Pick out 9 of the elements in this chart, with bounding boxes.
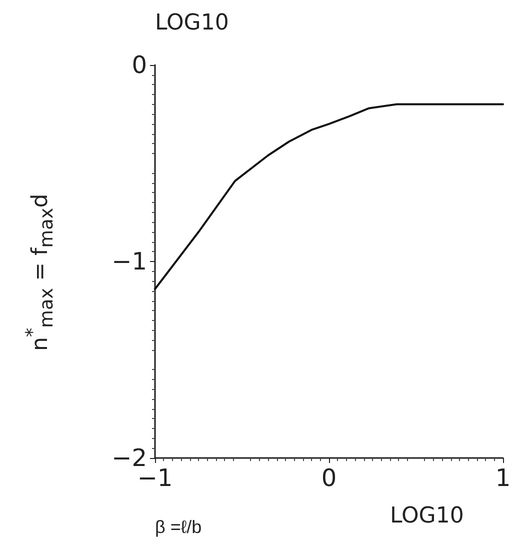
x-axis-title: β =ℓ/b <box>155 517 202 537</box>
text: LOG10 <box>390 504 464 528</box>
y-tick-label: −1 <box>112 248 147 276</box>
text: LOG10 <box>155 10 229 36</box>
x-tick-label: 0 <box>321 464 337 492</box>
line-series <box>154 103 504 290</box>
y-tick-label: 0 <box>132 51 147 79</box>
x-tick-label: 1 <box>495 464 511 492</box>
y-tick-label: −2 <box>112 444 147 472</box>
